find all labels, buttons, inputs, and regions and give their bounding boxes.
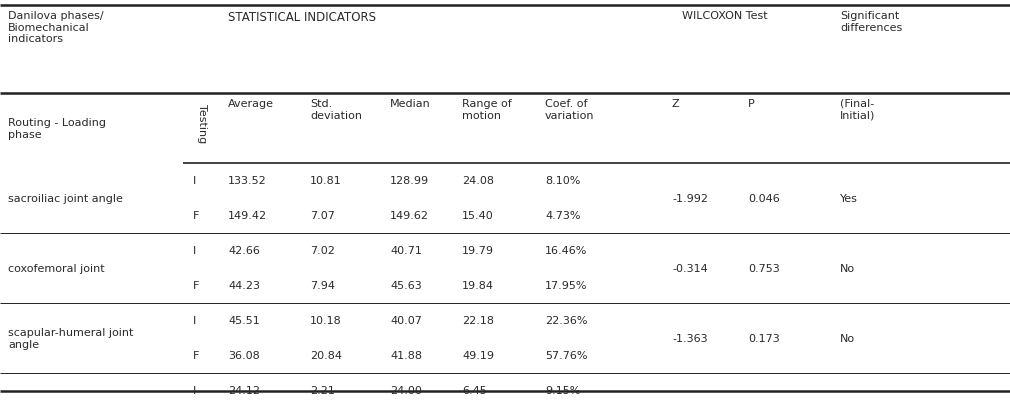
Text: scapular-humeral joint
angle: scapular-humeral joint angle (8, 327, 133, 349)
Text: 0.173: 0.173 (748, 333, 780, 343)
Text: Std.
deviation: Std. deviation (310, 99, 362, 120)
Text: I: I (193, 246, 196, 256)
Text: 40.07: 40.07 (390, 316, 422, 326)
Text: 16.46%: 16.46% (545, 246, 588, 256)
Text: 45.63: 45.63 (390, 281, 422, 291)
Text: -0.314: -0.314 (672, 263, 708, 273)
Text: 22.18: 22.18 (462, 316, 494, 326)
Text: 10.18: 10.18 (310, 316, 341, 326)
Text: Testing: Testing (197, 104, 207, 143)
Text: 6.45: 6.45 (462, 385, 487, 395)
Text: Danilova phases/
Biomechanical
indicators: Danilova phases/ Biomechanical indicator… (8, 11, 104, 44)
Text: Routing - Loading
phase: Routing - Loading phase (8, 118, 106, 140)
Text: 8.10%: 8.10% (545, 176, 581, 186)
Text: Z: Z (672, 99, 680, 109)
Text: 22.36%: 22.36% (545, 316, 588, 326)
Text: 57.76%: 57.76% (545, 350, 588, 360)
Text: 0.753: 0.753 (748, 263, 780, 273)
Text: STATISTICAL INDICATORS: STATISTICAL INDICATORS (228, 11, 376, 24)
Text: I: I (193, 176, 196, 186)
Text: 49.19: 49.19 (462, 350, 494, 360)
Text: Coef. of
variation: Coef. of variation (545, 99, 595, 120)
Text: 133.52: 133.52 (228, 176, 267, 186)
Text: 0.046: 0.046 (748, 194, 780, 203)
Text: sacroiliac joint angle: sacroiliac joint angle (8, 194, 123, 203)
Text: F: F (193, 350, 199, 360)
Text: F: F (193, 281, 199, 291)
Text: -1.992: -1.992 (672, 194, 708, 203)
Text: 45.51: 45.51 (228, 316, 260, 326)
Text: I: I (193, 385, 196, 395)
Text: F: F (193, 211, 199, 221)
Text: 24.12: 24.12 (228, 385, 260, 395)
Text: Yes: Yes (840, 194, 857, 203)
Text: (Final-
Initial): (Final- Initial) (840, 99, 876, 120)
Text: No: No (840, 263, 855, 273)
Text: 15.40: 15.40 (462, 211, 494, 221)
Text: 24.08: 24.08 (462, 176, 494, 186)
Text: 19.79: 19.79 (462, 246, 494, 256)
Text: 128.99: 128.99 (390, 176, 429, 186)
Text: 149.42: 149.42 (228, 211, 267, 221)
Text: 40.71: 40.71 (390, 246, 422, 256)
Text: WILCOXON Test: WILCOXON Test (682, 11, 768, 21)
Text: 20.84: 20.84 (310, 350, 342, 360)
Text: 10.81: 10.81 (310, 176, 341, 186)
Text: 2.21: 2.21 (310, 385, 335, 395)
Text: I: I (193, 316, 196, 326)
Text: 4.73%: 4.73% (545, 211, 581, 221)
Text: Median: Median (390, 99, 430, 109)
Text: 41.88: 41.88 (390, 350, 422, 360)
Text: 19.84: 19.84 (462, 281, 494, 291)
Text: 7.07: 7.07 (310, 211, 335, 221)
Text: 44.23: 44.23 (228, 281, 260, 291)
Text: -1.363: -1.363 (672, 333, 708, 343)
Text: P: P (748, 99, 754, 109)
Text: Significant
differences: Significant differences (840, 11, 902, 32)
Text: 7.02: 7.02 (310, 246, 335, 256)
Text: 42.66: 42.66 (228, 246, 260, 256)
Text: 24.00: 24.00 (390, 385, 422, 395)
Text: 7.94: 7.94 (310, 281, 335, 291)
Text: No: No (840, 333, 855, 343)
Text: 36.08: 36.08 (228, 350, 260, 360)
Text: Range of
motion: Range of motion (462, 99, 512, 120)
Text: 17.95%: 17.95% (545, 281, 588, 291)
Text: 9.15%: 9.15% (545, 385, 581, 395)
Text: coxofemoral joint: coxofemoral joint (8, 263, 105, 273)
Text: 149.62: 149.62 (390, 211, 429, 221)
Text: Average: Average (228, 99, 274, 109)
